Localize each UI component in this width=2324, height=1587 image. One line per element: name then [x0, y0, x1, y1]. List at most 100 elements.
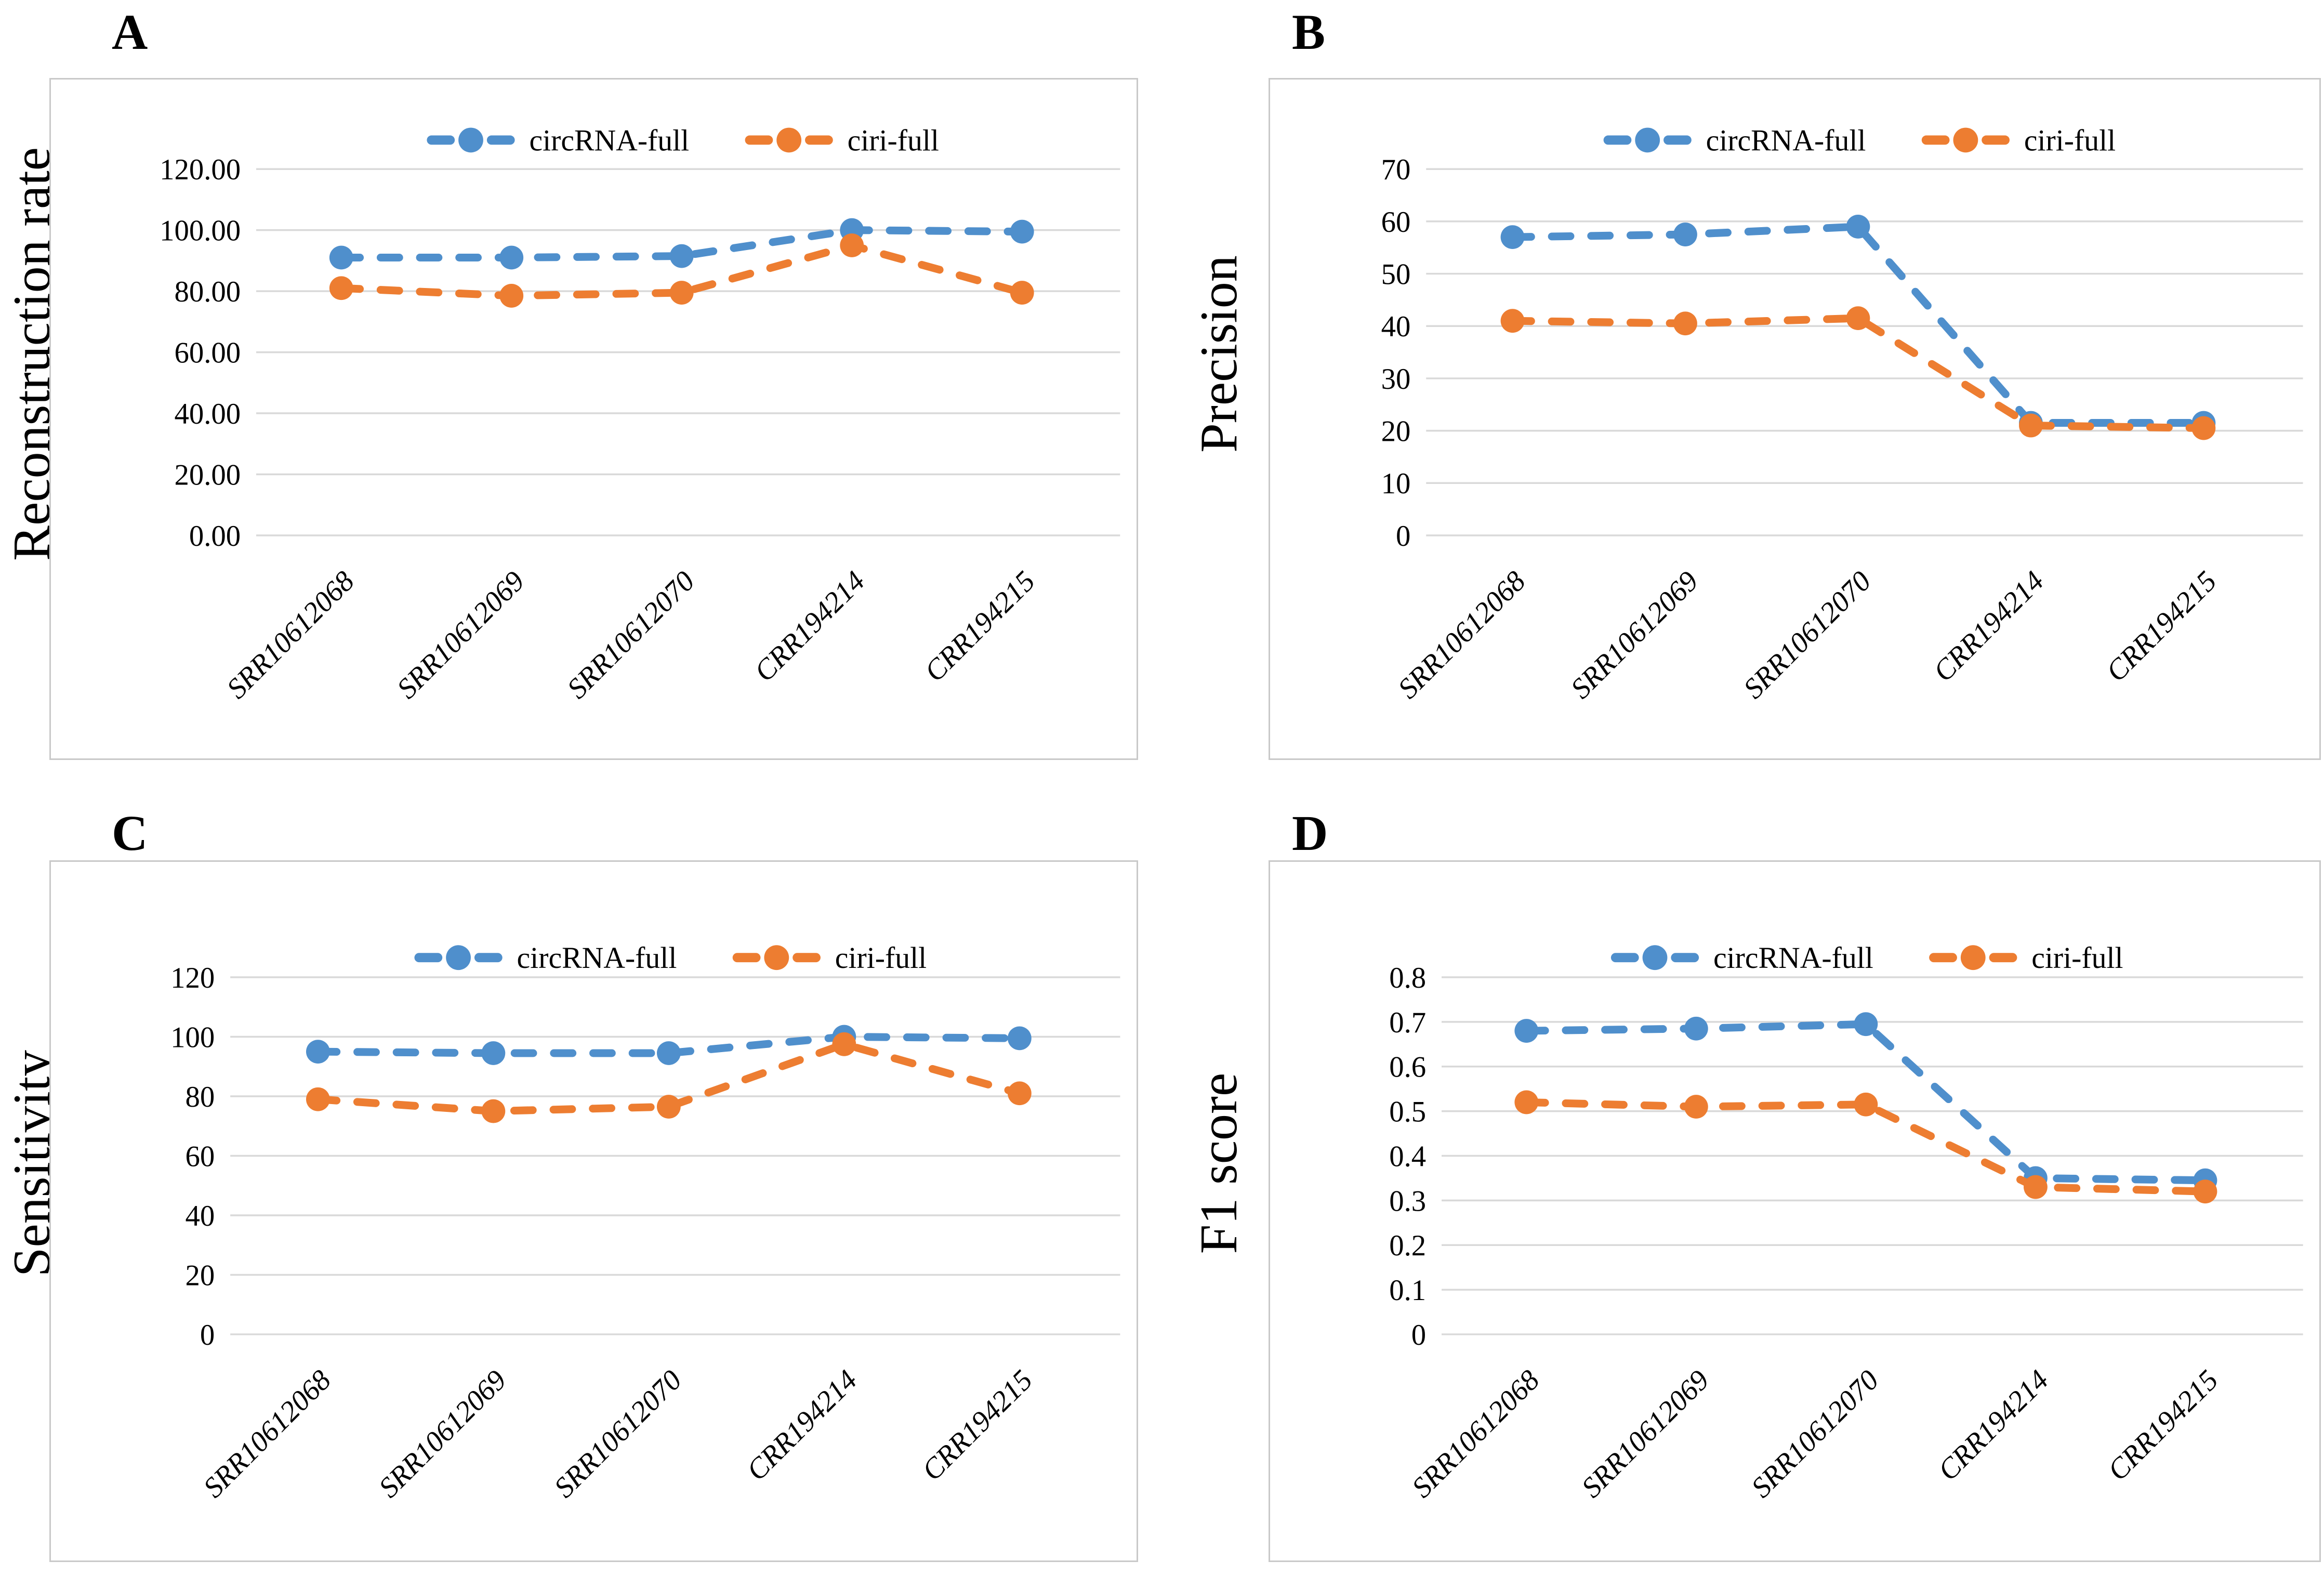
- y-tick-label: 0.4: [1389, 1140, 1426, 1173]
- data-point-ciri-full: [481, 1099, 506, 1123]
- data-point-circRNA-full: [481, 1041, 506, 1065]
- legend-marker: [764, 945, 789, 970]
- data-point-ciri-full: [329, 276, 353, 300]
- data-point-circRNA-full: [1684, 1016, 1708, 1041]
- y-tick-label: 40: [1381, 310, 1411, 343]
- y-tick-label: 0.5: [1389, 1096, 1426, 1129]
- legend-marker: [446, 945, 471, 970]
- x-tick-label: SRR10612070: [561, 565, 701, 705]
- legend-label: circRNA-full: [1713, 942, 1873, 975]
- panel-a-reconstruction-rate: A Reconstruction rate 120.00 100.00 80.00 6…: [0, 0, 1162, 794]
- data-point-ciri-full: [832, 1032, 856, 1056]
- legend-dash: [1603, 135, 1632, 145]
- line-chart-sensitivity: 120 100 80 60 40 20 0 SRR10612068 SRR10612069 SRR…: [170, 942, 1120, 1504]
- legend-marker: [458, 127, 483, 153]
- panel-letter-b: B: [1292, 4, 1326, 60]
- data-point-ciri-full: [2019, 413, 2043, 438]
- legend: circRNA-full ciri-full: [427, 124, 939, 157]
- y-tick-label: 100: [170, 1021, 215, 1054]
- data-point-circRNA-full: [1673, 222, 1697, 246]
- legend-label: circRNA-full: [529, 124, 689, 157]
- panel-letter-a: A: [112, 4, 148, 60]
- data-point-circRNA-full: [669, 244, 694, 268]
- chart-area-b: 70 60 50 40 30 20 10 0 SRR10612068 SRR10612069 SRR…: [1269, 78, 2321, 760]
- legend-item-ciri-full: ciri-full: [1929, 942, 2123, 975]
- data-point-ciri-full: [669, 281, 694, 305]
- series-line-ciri-full: [1509, 314, 2208, 432]
- legend-dash: [1929, 953, 1957, 963]
- y-tick-label: 120.00: [160, 153, 241, 186]
- data-point-ciri-full: [1010, 281, 1034, 305]
- x-tick-label: CRR194214: [741, 1364, 864, 1487]
- y-tick-label: 60: [1381, 206, 1411, 239]
- legend-item-circRNA-full: circRNA-full: [1610, 942, 1873, 975]
- y-axis-title-f1-score: F1 score: [1190, 1072, 1248, 1254]
- legend: circRNA-full ciri-full: [1603, 124, 2116, 157]
- legend-dash: [745, 135, 773, 145]
- y-tick-label: 80: [186, 1081, 215, 1113]
- legend-label: circRNA-full: [1706, 124, 1866, 157]
- data-point-circRNA-full: [1846, 215, 1870, 239]
- legend-dash: [414, 953, 443, 963]
- legend-dash: [1610, 953, 1639, 963]
- legend: circRNA-full ciri-full: [414, 942, 927, 975]
- y-tick-label: 0: [200, 1319, 215, 1352]
- legend-label: ciri-full: [835, 942, 927, 975]
- data-point-ciri-full: [306, 1087, 330, 1111]
- data-point-ciri-full: [2024, 1175, 2048, 1199]
- y-tick-label: 20.00: [174, 458, 241, 491]
- panel-letter-c: C: [112, 805, 148, 861]
- line-chart-precision: 70 60 50 40 30 20 10 0 SRR10612068 SRR10612069 SRR…: [1381, 124, 2303, 705]
- series-line-circRNA-full: [337, 226, 1026, 261]
- legend-item-ciri-full: ciri-full: [1921, 124, 2116, 157]
- y-tick-label: 0: [1411, 1319, 1426, 1352]
- y-tick-label: 20: [1381, 415, 1411, 448]
- x-tick-label: CRR194214: [748, 565, 872, 688]
- panel-c-sensitivity: C Sensitivity 120 100 80 60 40 20 0 SRR10612068…: [0, 794, 1162, 1587]
- y-tick-label: 0.2: [1389, 1229, 1426, 1262]
- panel-letter-d: D: [1292, 805, 1328, 861]
- x-tick-label: SRR10612069: [1565, 565, 1705, 705]
- x-tick-label: CRR194214: [1932, 1364, 2055, 1487]
- data-point-circRNA-full: [656, 1041, 681, 1065]
- legend-dash: [1671, 953, 1699, 963]
- data-point-ciri-full: [2193, 1179, 2217, 1204]
- legend-marker: [1635, 127, 1660, 153]
- y-tick-label: 100.00: [160, 215, 241, 247]
- line-chart-reconstruction-rate: 120.00 100.00 80.00 60.00 40.00 20.00 0.00 SRR1…: [160, 124, 1120, 705]
- data-point-ciri-full: [1846, 306, 1870, 331]
- y-tick-label: 20: [186, 1259, 215, 1292]
- data-point-ciri-full: [2191, 416, 2216, 440]
- x-tick-label: SRR10612070: [1745, 1364, 1885, 1504]
- legend-marker: [1960, 945, 1986, 970]
- chart-area-a: 120.00 100.00 80.00 60.00 40.00 20.00 0.00 SRR1…: [49, 78, 1138, 760]
- x-tick-label: CRR194215: [2100, 565, 2223, 688]
- x-tick-label: SRR10612068: [1392, 565, 1531, 705]
- legend-label: circRNA-full: [517, 942, 677, 975]
- y-tick-label: 0.8: [1389, 962, 1426, 994]
- data-point-ciri-full: [499, 284, 524, 308]
- y-tick-label: 60.00: [174, 336, 241, 369]
- data-point-ciri-full: [1673, 311, 1697, 336]
- x-tick-label: SRR10612069: [373, 1364, 512, 1504]
- data-point-circRNA-full: [499, 245, 524, 270]
- data-point-circRNA-full: [306, 1040, 330, 1064]
- legend: circRNA-full ciri-full: [1610, 942, 2123, 975]
- legend-dash: [793, 953, 821, 963]
- y-tick-label: 0: [1396, 520, 1410, 553]
- panel-d-f1-score: D F1 score 0.8 0.7 0.6 0.5 0.4 0.3 0.2 0.1 0 SRR1…: [1162, 794, 2324, 1587]
- legend-marker: [1642, 945, 1668, 970]
- panel-b-precision: B Precision 70 60 50 40 30 20 10 0 SRR10612068 SR…: [1162, 0, 2324, 794]
- legend-item-circRNA-full: circRNA-full: [414, 942, 677, 975]
- data-point-ciri-full: [656, 1095, 681, 1119]
- legend-dash: [427, 135, 455, 145]
- x-tick-label: SRR10612068: [1406, 1364, 1546, 1504]
- legend-marker: [776, 127, 802, 153]
- chart-area-d: 0.8 0.7 0.6 0.5 0.4 0.3 0.2 0.1 0 SRR10612068 SRR1…: [1269, 860, 2321, 1562]
- legend-dash: [1921, 135, 1950, 145]
- data-point-circRNA-full: [329, 245, 353, 270]
- legend-label: ciri-full: [2024, 124, 2116, 157]
- data-point-circRNA-full: [1514, 1019, 1539, 1043]
- legend-dash: [805, 135, 833, 145]
